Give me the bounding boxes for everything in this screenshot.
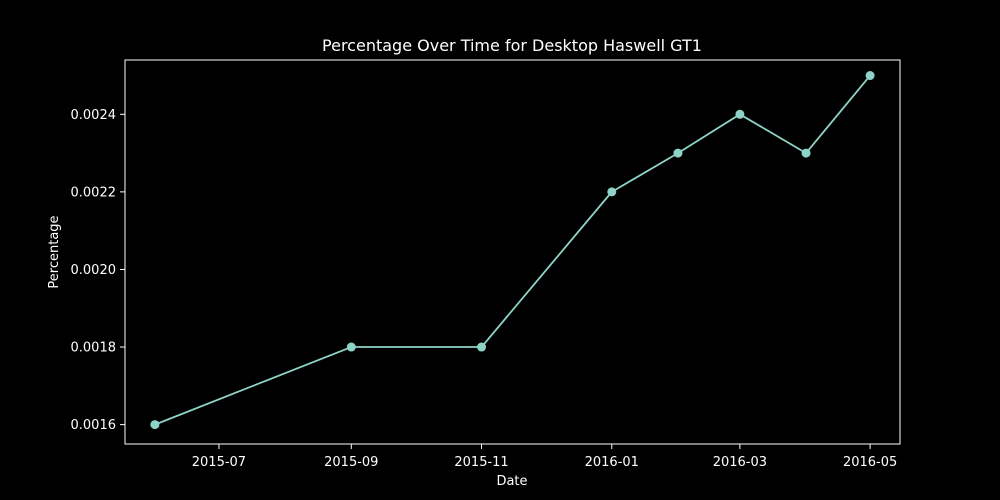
y-tick-label: 0.0016 [71, 418, 117, 433]
series-line [154, 74, 871, 426]
x-tick-label: 2015-07 [192, 455, 246, 470]
plot-area-frame [124, 59, 901, 445]
series-layer [150, 71, 875, 430]
y-tick-label: 0.0018 [71, 341, 117, 356]
y-axis-label: Percentage [47, 215, 62, 288]
data-point-marker [801, 148, 811, 158]
y-axis-ticks: 0.0016 0.0018 0.0020 0.0022 0.0024 [71, 108, 125, 433]
y-tick-label: 0.0022 [71, 185, 117, 200]
x-tick-label: 2016-05 [843, 455, 897, 470]
data-point-marker [477, 342, 487, 352]
data-point-marker [150, 420, 160, 430]
data-point-marker [735, 109, 745, 119]
y-tick-label: 0.0024 [71, 108, 117, 123]
y-tick-label: 0.0020 [71, 263, 117, 278]
data-point-marker [607, 187, 617, 197]
data-point-marker [673, 148, 683, 158]
x-axis-ticks: 2015-07 2015-09 2015-11 2016-01 2016-03 2016-… [192, 444, 897, 470]
chart-title: Percentage Over Time for Desktop Haswell… [322, 36, 702, 55]
data-point-marker [865, 71, 875, 81]
x-tick-label: 2015-11 [454, 455, 508, 470]
data-point-marker [346, 342, 356, 352]
x-tick-label: 2016-03 [713, 455, 767, 470]
x-tick-label: 2015-09 [324, 455, 378, 470]
x-axis-label: Date [496, 474, 527, 489]
x-tick-label: 2016-01 [585, 455, 639, 470]
